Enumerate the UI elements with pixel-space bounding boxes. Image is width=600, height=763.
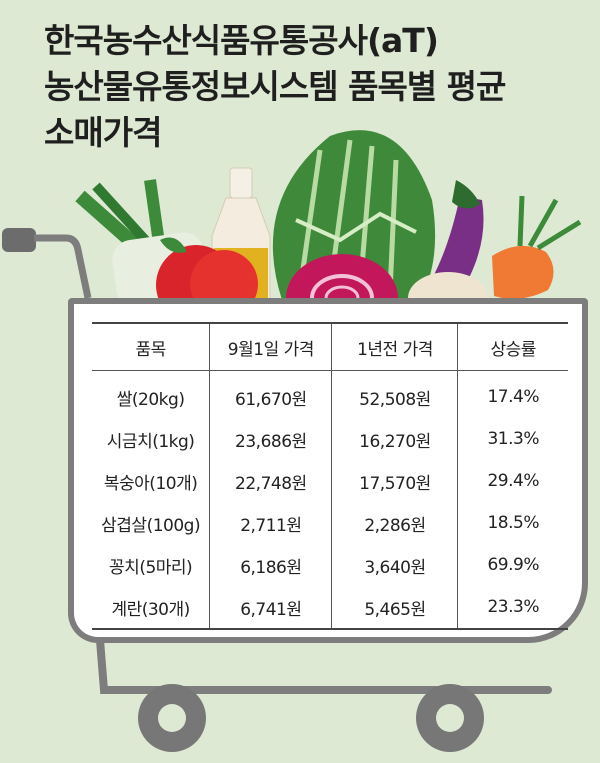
- table-cell: 52,508원: [331, 370, 459, 418]
- table-cell: 23,686원: [209, 418, 333, 460]
- column-header: 9월1일 가격: [209, 322, 333, 371]
- table-header-row: 품목 9월1일 가격 1년전 가격 상승률: [92, 322, 568, 371]
- table-cell: 17,570원: [331, 460, 459, 502]
- table-cell: 꽁치(5마리): [92, 544, 211, 586]
- table-cell: 시금치(1kg): [92, 418, 211, 460]
- table-cell: 계란(30개): [92, 586, 211, 630]
- table-row: 삼겹살(100g) 2,711원 2,286원 18.5%: [92, 502, 568, 544]
- table-cell: 3,640원: [331, 544, 459, 586]
- table-row: 쌀(20kg) 61,670원 52,508원 17.4%: [92, 370, 568, 418]
- column-header: 1년전 가격: [331, 322, 459, 371]
- table-cell: 22,748원: [209, 460, 333, 502]
- table-cell: 23.3%: [457, 586, 568, 630]
- table-row: 꽁치(5마리) 6,186원 3,640원 69.9%: [92, 544, 568, 586]
- table-cell: 31.3%: [487, 429, 539, 449]
- table-cell: 2,711원: [209, 502, 333, 544]
- table-cell: 5,465원: [331, 586, 459, 630]
- price-table: 품목 9월1일 가격 1년전 가격 상승률 쌀(20kg) 61,670원 52…: [92, 322, 568, 630]
- table-cell: 쌀(20kg): [92, 370, 211, 418]
- cabbage-icon: [272, 130, 436, 300]
- title-line-1: 한국농수산식품유통공사(aT): [44, 21, 439, 60]
- column-header: 상승률: [457, 322, 568, 371]
- table-cell: 18.5%: [487, 513, 539, 533]
- table-cell: 17.4%: [487, 387, 539, 407]
- carrot-icon: [492, 195, 582, 299]
- table-cell: 61,670원: [209, 370, 333, 418]
- table-cell: 6,186원: [209, 544, 333, 586]
- shopping-cart-icon: [2, 228, 552, 752]
- table-cell: 6,741원: [209, 586, 333, 630]
- table-row: 계란(30개) 6,741원 5,465원 23.3%: [92, 586, 568, 630]
- title-line-2: 농산물유통정보시스템 품목별 평균: [44, 67, 506, 106]
- table-cell: 2,286원: [331, 502, 459, 544]
- title-line-3: 소매가격: [44, 113, 162, 152]
- table-cell: 삼겹살(100g): [92, 502, 211, 544]
- table-cell: 16,270원: [331, 418, 459, 460]
- table-cell: 29.4%: [487, 471, 539, 491]
- table-row: 복숭아(10개) 22,748원 17,570원 29.4%: [92, 460, 568, 502]
- table-cell: 복숭아(10개): [92, 460, 211, 502]
- column-header: 품목: [92, 322, 211, 371]
- table-cell: 69.9%: [487, 555, 539, 575]
- table-row: 시금치(1kg) 23,686원 16,270원 31.3%: [92, 418, 568, 460]
- page-title: 한국농수산식품유통공사(aT) 농산물유통정보시스템 품목별 평균 소매가격: [44, 18, 584, 156]
